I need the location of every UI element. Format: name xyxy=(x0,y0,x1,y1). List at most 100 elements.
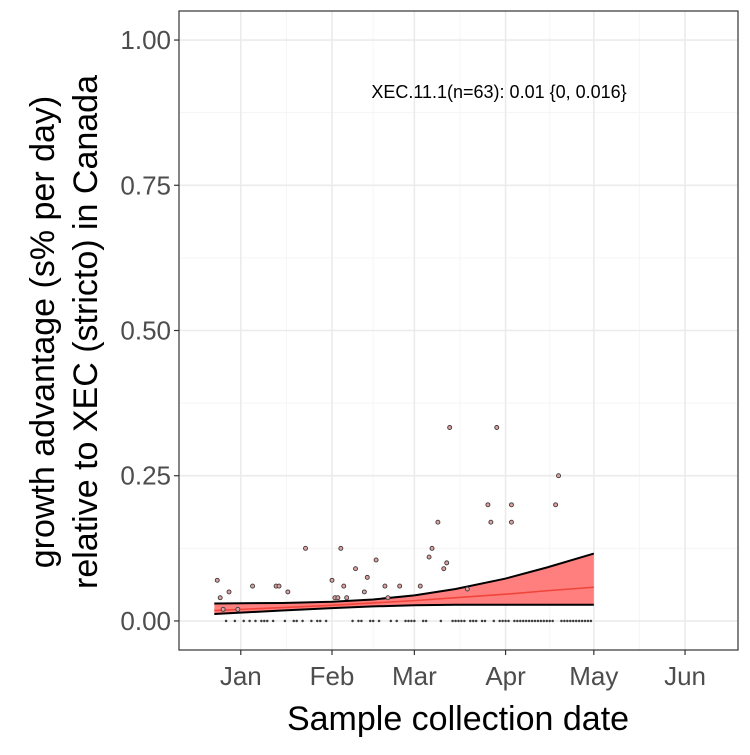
x-tick-label: Feb xyxy=(310,661,355,691)
data-point xyxy=(571,619,575,623)
data-point xyxy=(518,619,522,623)
data-point xyxy=(310,619,313,623)
data-point xyxy=(533,619,537,623)
data-point xyxy=(501,619,504,623)
data-point xyxy=(563,619,566,623)
data-point xyxy=(551,619,554,623)
data-point xyxy=(509,502,514,508)
data-point xyxy=(335,595,341,601)
data-point xyxy=(429,545,435,551)
data-point xyxy=(435,519,441,525)
y-axis-ticks: 0.00 0.25 0.50 0.75 1.00 xyxy=(120,25,179,636)
y-axis-title-line-1: growth advantage (s% per day) xyxy=(24,96,62,568)
data-point xyxy=(361,589,367,595)
data-point xyxy=(488,519,494,525)
data-point xyxy=(395,619,399,623)
data-point xyxy=(468,619,472,623)
data-point xyxy=(248,619,251,623)
data-point xyxy=(351,619,354,623)
data-point xyxy=(303,545,308,551)
data-point xyxy=(364,574,370,580)
data-point xyxy=(329,577,335,583)
y-axis-title-line-2: relative to XEC (stricto) in Canada xyxy=(67,75,105,589)
data-point xyxy=(574,619,578,623)
data-point xyxy=(553,502,559,508)
data-point xyxy=(263,619,266,623)
data-point xyxy=(426,554,432,560)
y-tick-label: 0.50 xyxy=(120,316,171,346)
data-point xyxy=(250,583,256,589)
data-point xyxy=(471,619,475,623)
y-tick-label: 1.00 xyxy=(120,25,171,55)
data-point xyxy=(283,619,287,623)
data-point xyxy=(318,619,322,623)
data-point xyxy=(447,425,453,430)
data-point xyxy=(480,619,484,623)
data-point xyxy=(548,619,552,623)
data-point xyxy=(444,560,450,566)
data-point xyxy=(271,619,275,623)
data-point xyxy=(220,606,226,612)
data-point xyxy=(404,619,407,623)
data-point xyxy=(586,619,590,623)
confidence-ribbon xyxy=(214,553,594,614)
y-tick-label: 0.00 xyxy=(120,606,171,636)
data-point xyxy=(233,619,237,623)
data-point xyxy=(560,619,563,623)
data-point xyxy=(509,519,514,525)
data-point xyxy=(566,619,569,623)
y-tick-label: 0.75 xyxy=(120,170,171,200)
data-point xyxy=(357,619,360,623)
x-axis-ticks: Jan Feb Mar Apr May Jun xyxy=(220,650,706,691)
data-point xyxy=(276,583,282,589)
data-point xyxy=(516,619,519,623)
x-tick-label: Mar xyxy=(392,661,437,691)
data-point xyxy=(556,473,561,479)
data-point xyxy=(373,557,379,563)
data-point xyxy=(389,619,393,623)
data-point xyxy=(424,619,428,623)
data-point xyxy=(407,619,410,623)
data-point xyxy=(214,577,220,583)
chart-annotation: XEC.11.1(n=63): 0.01 {0, 0.016} xyxy=(371,82,626,102)
x-tick-label: Jun xyxy=(664,661,706,691)
data-point xyxy=(457,619,460,623)
data-point xyxy=(353,566,358,572)
data-point xyxy=(421,619,425,623)
data-point xyxy=(441,566,447,572)
data-point xyxy=(464,586,470,592)
data-point xyxy=(397,583,403,589)
data-point xyxy=(295,619,298,623)
y-axis-title-group-2: relative to XEC (stricto) in Canada xyxy=(67,75,105,589)
data-point xyxy=(583,619,587,623)
data-point xyxy=(417,583,423,589)
data-point xyxy=(368,619,372,623)
data-point xyxy=(242,619,246,623)
data-point xyxy=(530,619,534,623)
y-axis-title-group: growth advantage (s% per day) xyxy=(24,96,62,568)
data-point xyxy=(217,595,223,601)
data-point xyxy=(483,619,487,623)
data-point xyxy=(507,619,510,623)
data-point xyxy=(536,619,540,623)
data-point xyxy=(235,606,241,612)
x-axis-title: Sample collection date xyxy=(287,700,629,738)
confidence-ribbon-group xyxy=(214,552,595,615)
y-tick-label: 0.25 xyxy=(120,461,171,491)
data-point xyxy=(498,619,501,623)
data-point xyxy=(451,619,454,623)
data-point xyxy=(377,619,381,623)
data-point xyxy=(254,619,257,623)
data-point xyxy=(301,619,304,623)
data-point xyxy=(460,619,463,623)
data-point xyxy=(504,619,507,623)
data-point xyxy=(513,619,516,623)
data-point xyxy=(474,619,478,623)
data-point xyxy=(292,619,296,623)
data-point xyxy=(577,619,581,623)
data-point xyxy=(545,619,549,623)
data-point xyxy=(315,619,319,623)
